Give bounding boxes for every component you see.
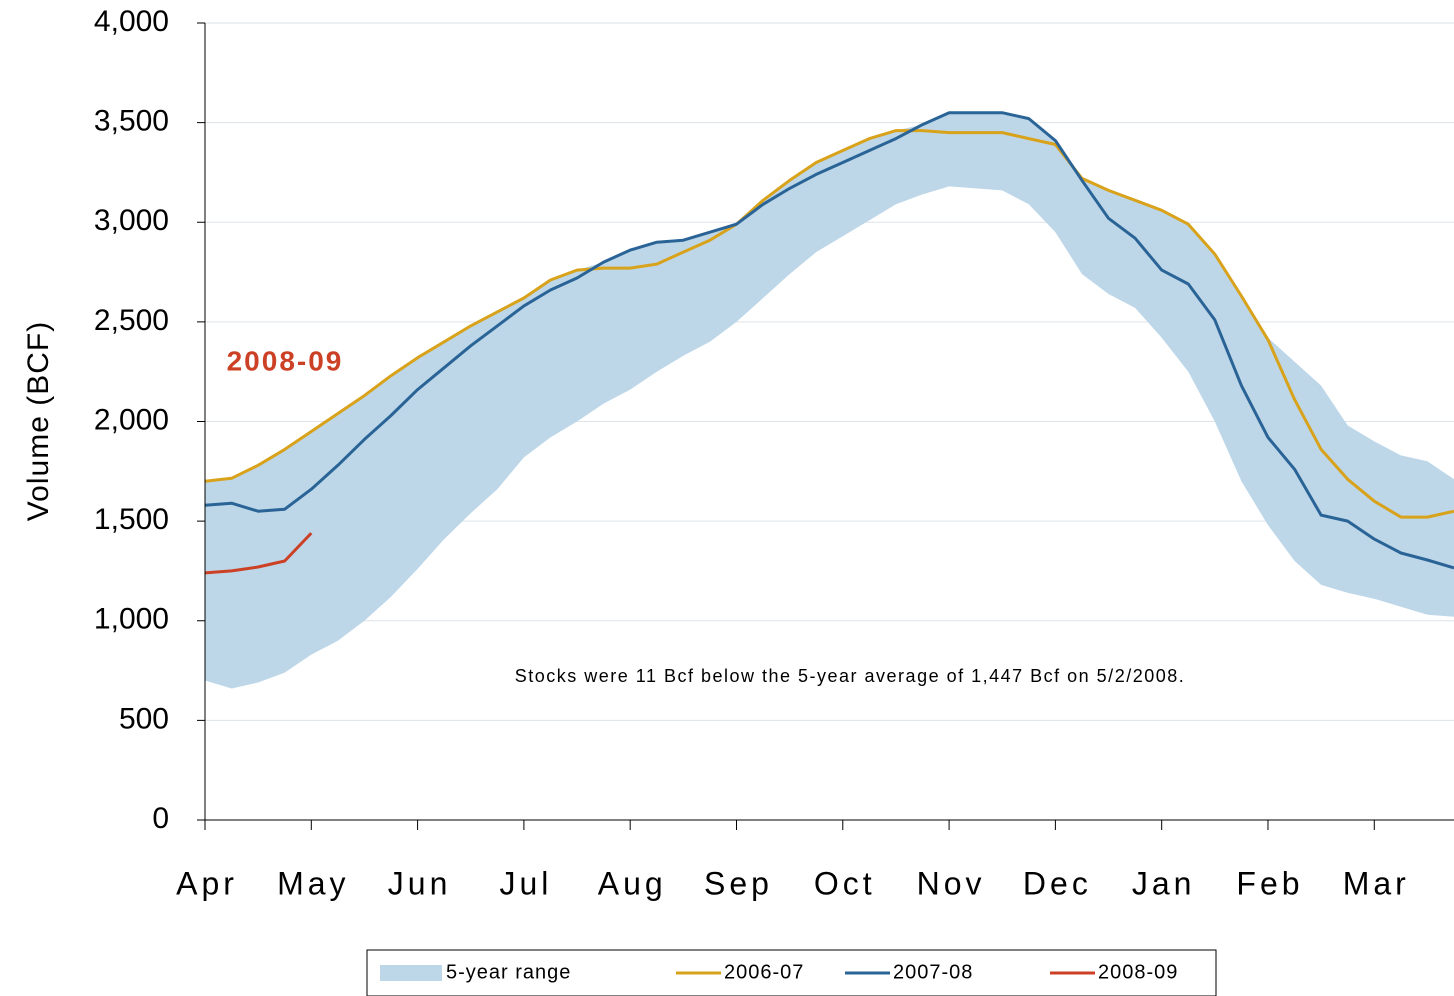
y-tick-label: 2,500 <box>94 304 169 337</box>
series-line <box>204 129 1454 519</box>
x-tick-label: Mar <box>1343 865 1410 901</box>
y-tick-label: 3,500 <box>94 105 169 138</box>
x-tick-label: Oct <box>814 865 876 901</box>
x-tick-label: Dec <box>1023 865 1092 901</box>
y-tick-label: 4,000 <box>94 5 169 38</box>
x-tick-label: May <box>277 865 349 901</box>
y-tick-label: 500 <box>119 702 169 735</box>
legend-label: 2006-07 <box>724 961 804 983</box>
x-tick-label: Aug <box>598 865 667 901</box>
x-tick-label: Feb <box>1236 865 1303 901</box>
y-tick-label: 2,000 <box>94 403 169 436</box>
legend-swatch <box>380 965 442 981</box>
x-tick-label: Nov <box>917 865 986 901</box>
legend-label: 2008-09 <box>1098 961 1178 983</box>
series-line <box>204 111 1454 570</box>
y-tick-label: 1,000 <box>94 603 169 636</box>
legend-label: 5-year range <box>446 961 571 983</box>
x-tick-label: Jul <box>499 865 552 901</box>
x-tick-label: Sep <box>704 865 773 901</box>
series-annotation: 2008-09 <box>227 345 344 376</box>
y-tick-label: 0 <box>152 802 169 835</box>
legend-label: 2007-08 <box>893 961 973 983</box>
y-tick-label: 1,500 <box>94 503 169 536</box>
series-line <box>204 532 313 575</box>
y-axis-title: Volume (BCF) <box>22 321 55 521</box>
y-tick-label: 3,000 <box>94 204 169 237</box>
range-area <box>205 112 1454 689</box>
x-tick-label: Jan <box>1132 865 1196 901</box>
x-tick-label: Apr <box>176 865 238 901</box>
x-tick-label: Jun <box>388 865 452 901</box>
annotation: Stocks were 11 Bcf below the 5-year aver… <box>515 666 1186 686</box>
